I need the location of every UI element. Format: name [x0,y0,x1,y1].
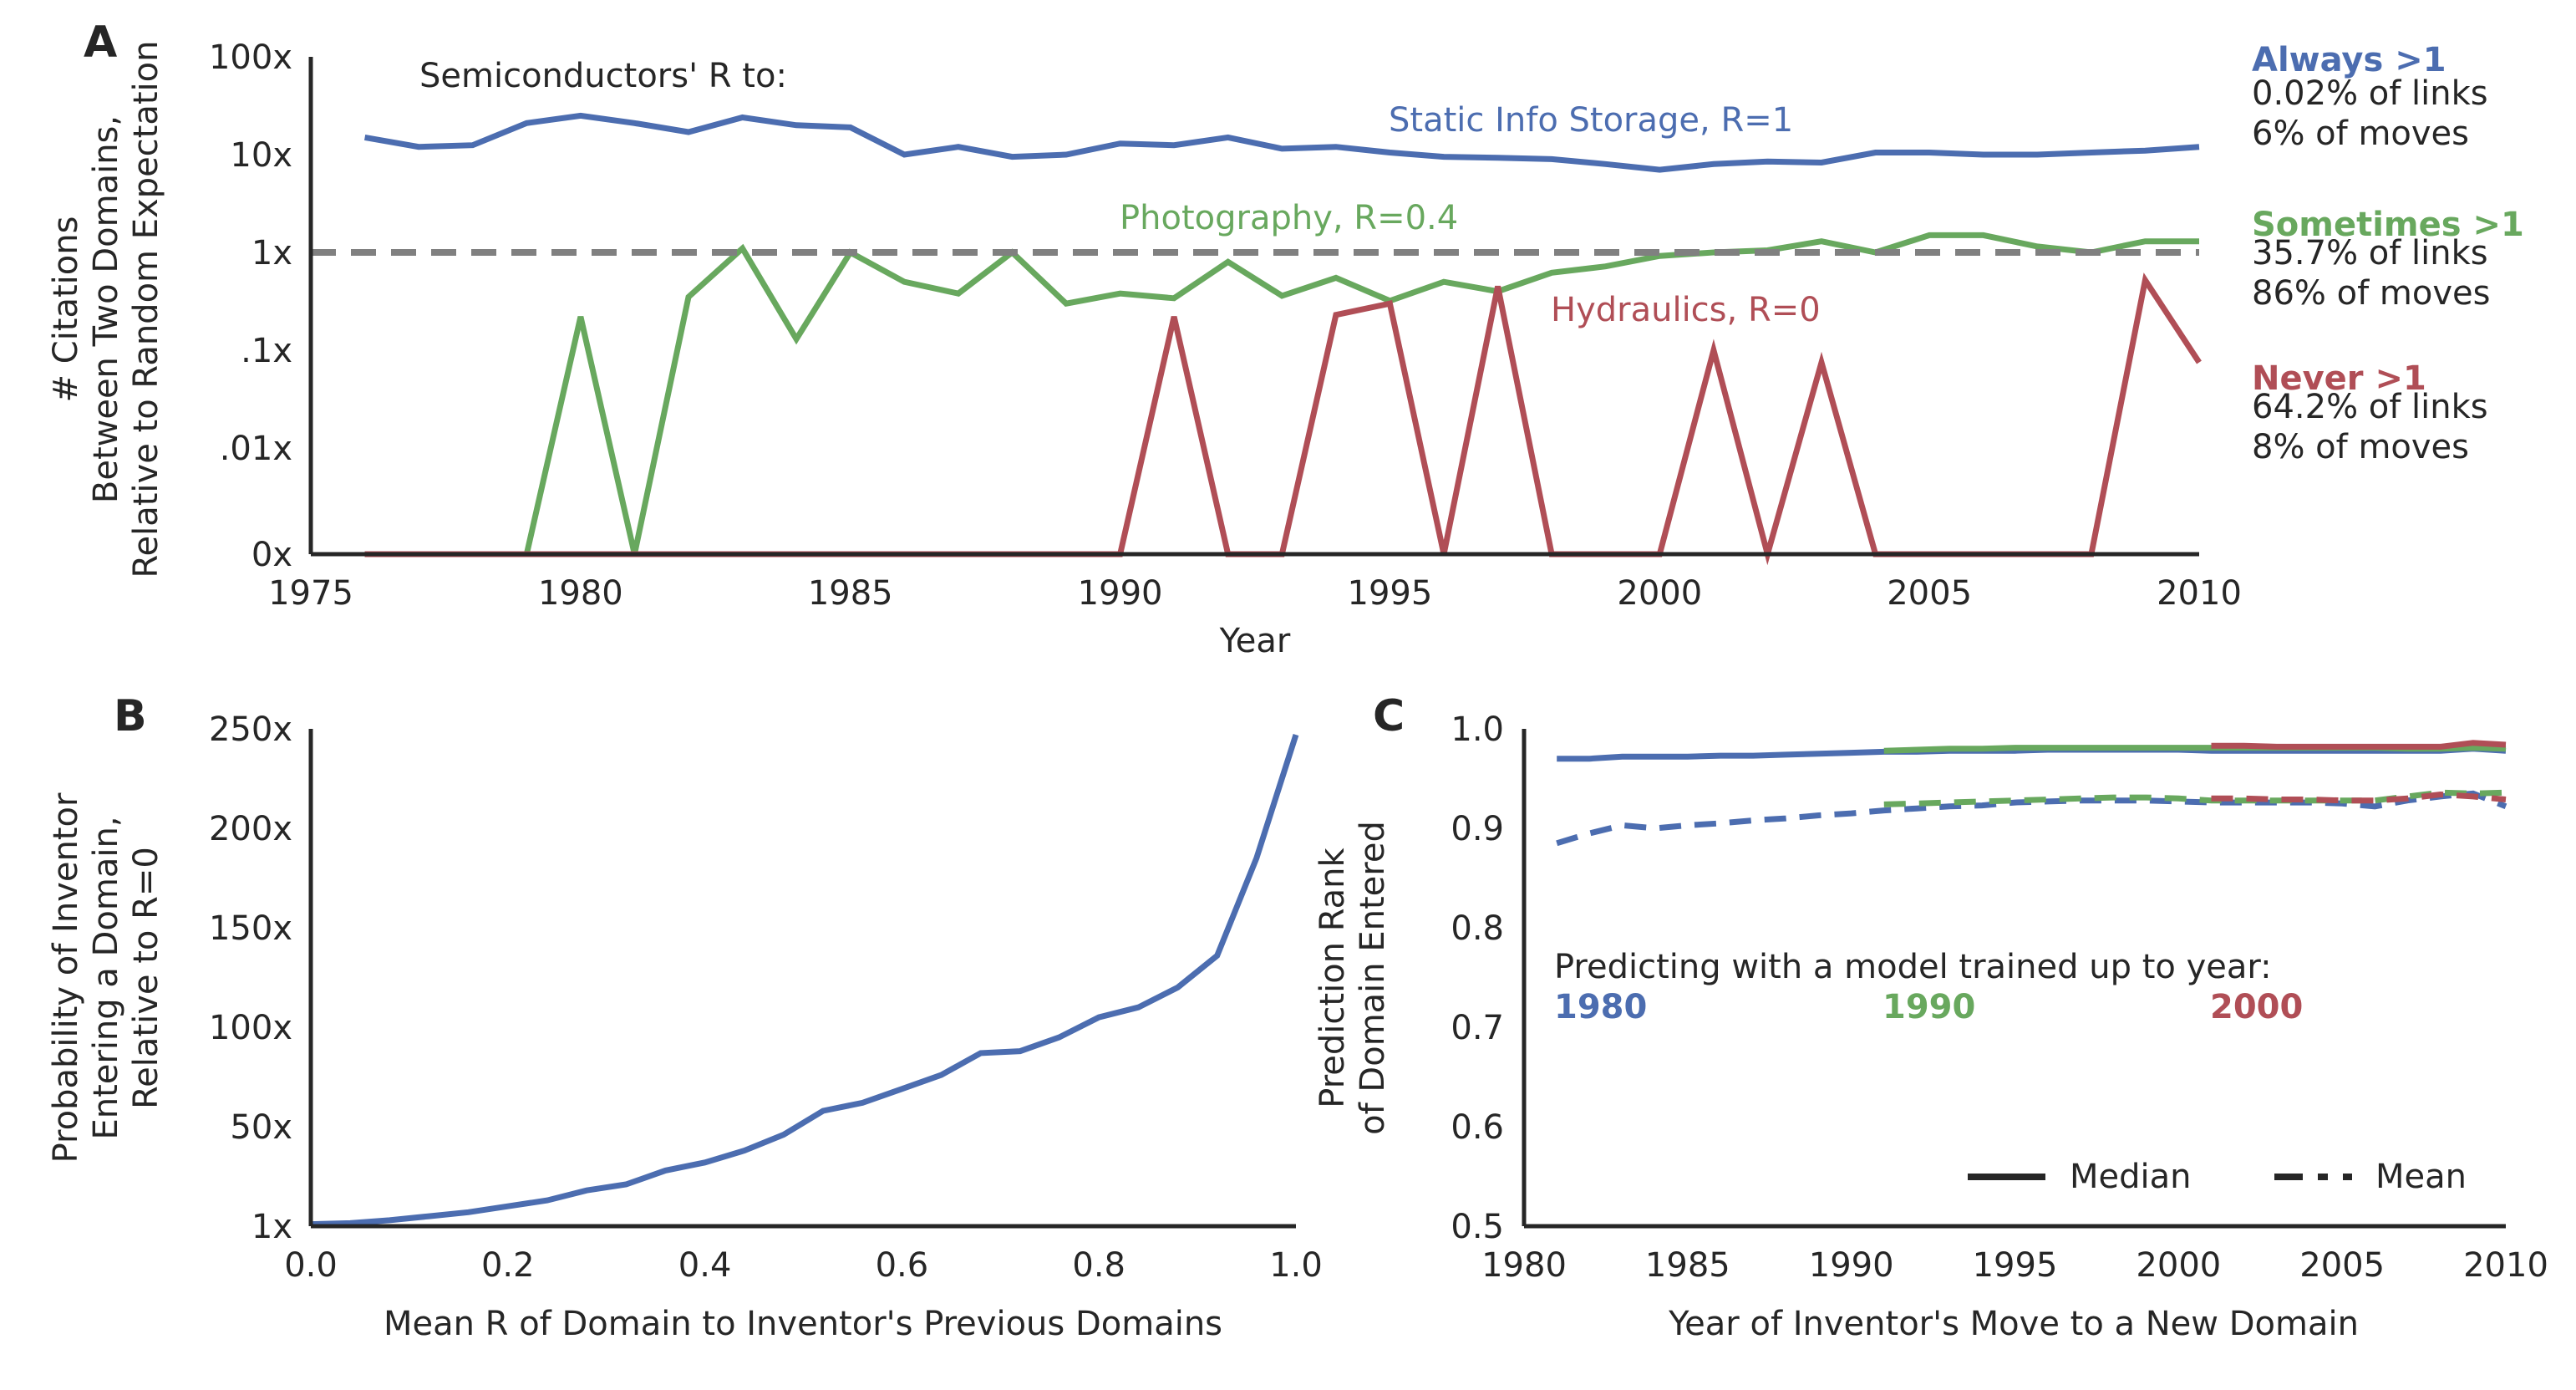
panel-c-x-tick-1980: 1980 [1481,1246,1567,1285]
panel-a-y-tick-1x: 1x [252,234,292,272]
panel-b-y-tick-200x: 200x [209,810,292,848]
panel-a-x-tick-1985: 1985 [808,574,893,613]
panel-b-x-tick-0-6: 0.6 [876,1246,929,1285]
panel-b-y-tick-50x: 50x [230,1108,292,1147]
panel-c-y-axis-label: Prediction Rank of Domain Entered [1313,821,1392,1135]
model-year-1980: 1980 [1554,988,1647,1026]
panel-b-ylabel-line-1: Probability of Inventor [47,792,85,1163]
panel-c-annotation: Predicting with a model trained up to ye… [1554,948,2272,986]
legend-never-links: 64.2% of links [2252,388,2488,426]
panel-a-y-tick-1x: .1x [241,332,292,370]
panel-a-x-ticks: 1975 1980 1985 1990 1995 2000 2005 2010 [268,574,2242,613]
legend-always-links: 0.02% of links [2252,74,2488,113]
panel-b-x-ticks: 0.0 0.2 0.4 0.6 0.8 1.0 [284,1246,1323,1285]
series-label-hydraulics: Hydraulics, R=0 [1551,291,1821,329]
panel-c-y-tick-1-0: 1.0 [1451,710,1504,749]
panel-a-y-tick-10x: 10x [230,136,292,175]
panel-a-line-static-info-storage-r-1 [363,112,2200,173]
legend-sometimes-links: 35.7% of links [2252,234,2488,272]
panel-a-x-tick-1990: 1990 [1078,574,1163,613]
panel-c-x-tick-1995: 1995 [1973,1246,2058,1285]
panel-c-y-tick-0-8: 0.8 [1451,909,1504,948]
panel-b-y-ticks: 250x 200x 150x 100x 50x 1x [209,710,292,1246]
panel-c-line-2000-median [2211,740,2507,750]
panel-c-line-1980-mean [1556,790,2507,847]
legend-sometimes-moves: 86% of moves [2252,274,2490,313]
panel-c-label: C [1373,691,1405,741]
panel-b-x-tick-0-0: 0.0 [284,1246,338,1285]
panel-b-label: B [114,691,147,741]
panel-a-x-tick-2000: 2000 [1617,574,1702,613]
series-label-photography: Photography, R=0.4 [1120,199,1458,237]
panel-b-y-tick-100x: 100x [209,1009,292,1047]
panel-b-ylabel-line-2: Entering a Domain, [87,816,125,1139]
panel-b-y-axis-label: Probability of Inventor Entering a Domai… [47,792,165,1163]
panel-c-x-ticks: 1980 1985 1990 1995 2000 2005 2010 [1481,1246,2548,1285]
panel-c-x-tick-2000: 2000 [2136,1246,2221,1285]
panel-b-x-tick-0-8: 0.8 [1072,1246,1125,1285]
panel-a-right-legend: Always >1 0.02% of links 6% of moves Som… [2252,41,2524,466]
legend-always-title: Always >1 [2252,41,2446,79]
panel-a-ylabel-line-1: # Citations [47,216,85,403]
panel-a-x-axis-label: Year [1219,622,1291,660]
panel-b-x-axis-label: Mean R of Domain to Inventor's Previous … [384,1305,1222,1343]
panel-c-x-tick-2010: 2010 [2463,1246,2548,1285]
panel-c-x-axis-label: Year of Inventor's Move to a New Domain [1668,1305,2359,1343]
panel-c-y-tick-0-5: 0.5 [1451,1208,1504,1246]
panel-c-line-2000-mean [2211,791,2507,804]
panel-c-x-tick-1990: 1990 [1809,1246,1894,1285]
series-label-static-info-storage: Static Info Storage, R=1 [1389,101,1793,140]
panel-a-y-tick-0x: 0x [252,536,292,574]
panel-a-label: A [84,18,117,68]
panel-a-ylabel-line-3: Relative to Random Expectation [127,41,165,578]
panel-b-x-tick-0-4: 0.4 [678,1246,732,1285]
panel-a-y-tick-01x: .01x [220,430,292,468]
panel-a-x-tick-1975: 1975 [268,574,353,613]
panel-a-x-tick-2010: 2010 [2157,574,2242,613]
panel-a-y-axis-label: # Citations Between Two Domains, Relativ… [47,41,165,578]
model-year-2000: 2000 [2210,988,2303,1026]
panel-a-y-tick-100x: 100x [209,38,292,77]
panel-c-y-tick-0-9: 0.9 [1451,810,1504,848]
panel-b-y-tick-1x: 1x [252,1208,292,1246]
panel-a-x-tick-2005: 2005 [1887,574,1972,613]
legend-never-title: Never >1 [2252,359,2426,398]
panel-b-ylabel-line-3: Relative to R=0 [127,847,165,1109]
panel-a-y-ticks: 100x 10x 1x .1x .01x 0x [209,38,292,574]
panel-c-legend: Median Mean [1968,1158,2467,1196]
panel-a-header: Semiconductors' R to: [419,57,787,95]
panel-c-x-tick-1985: 1985 [1645,1246,1730,1285]
panel-b-x-tick-0-2: 0.2 [481,1246,535,1285]
legend-median-label: Median [2070,1158,2192,1196]
panel-a-line-hydraulics-r-0 [364,272,2202,566]
panel-b-line-0 [310,734,1299,1228]
panel-c-y-tick-0-7: 0.7 [1451,1009,1504,1047]
panel-c-y-tick-0-6: 0.6 [1451,1108,1504,1147]
panel-c-y-ticks: 1.0 0.9 0.8 0.7 0.6 0.5 [1451,710,1504,1246]
legend-always-moves: 6% of moves [2252,115,2469,153]
panel-a-ylabel-line-2: Between Two Domains, [87,115,125,503]
panel-a-line-photography-r-0-4 [364,232,2199,558]
panel-c-series [1556,740,2507,847]
panel-b-y-tick-250x: 250x [209,710,292,749]
panel-b-x-tick-1-0: 1.0 [1269,1246,1323,1285]
panel-a-x-tick-1995: 1995 [1348,574,1433,613]
panel-c-x-tick-2005: 2005 [2299,1246,2385,1285]
panel-a-series [363,112,2202,566]
model-year-1990: 1990 [1882,988,1975,1026]
legend-mean-label: Mean [2375,1158,2467,1196]
panel-b: B 250x 200x 150x 100x 50x 1x 0.0 0.2 0.4 0.6 0.8 1… [47,691,1323,1343]
panel-c: C 1.0 0.9 0.8 0.7 0.6 0.5 1980 1985 1990 1995 200… [1313,691,2548,1343]
panel-c-ylabel-line-2: of Domain Entered [1354,821,1392,1135]
panel-b-series [310,734,1299,1228]
panel-c-ylabel-line-1: Prediction Rank [1313,847,1352,1107]
legend-sometimes-title: Sometimes >1 [2252,206,2524,244]
panel-a: A 100x 10x 1x .1x .01x 0x 1975 1980 1985 1990 199… [47,18,2524,660]
panel-b-y-tick-150x: 150x [209,909,292,948]
legend-never-moves: 8% of moves [2252,428,2469,466]
panel-a-x-tick-1980: 1980 [538,574,623,613]
